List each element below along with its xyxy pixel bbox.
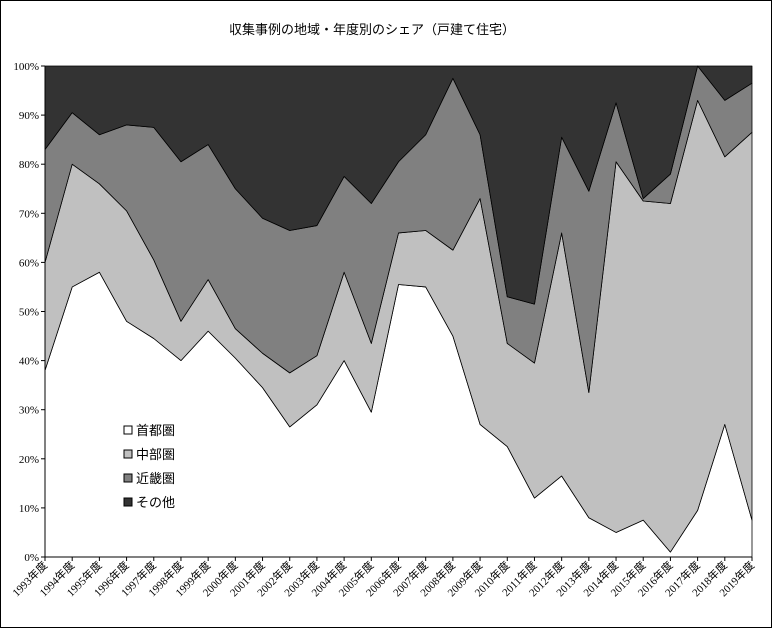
area-series-4 (44, 65, 753, 305)
series-areas (44, 65, 753, 558)
y-tick-label: 30% (19, 405, 39, 417)
legend-swatch (123, 449, 133, 459)
y-axis-ticks: 0% 10% 20% 30% 40% 50% 60% 70% 80% 90% 100% (13, 61, 45, 564)
y-tick-label: 60% (19, 257, 39, 269)
legend-swatch (123, 425, 133, 435)
y-tick-label: 0% (24, 552, 39, 564)
legend-label: 中部圏 (136, 448, 175, 463)
y-tick-label: 10% (19, 503, 39, 515)
legend-swatch (123, 497, 133, 507)
y-tick-label: 90% (19, 110, 39, 122)
y-tick-label: 50% (19, 307, 39, 319)
legend-swatch (123, 473, 133, 483)
chart-title: 収集事例の地域・年度別のシェア（戸建て住宅） (229, 22, 515, 38)
y-tick-label: 20% (19, 454, 39, 466)
x-axis-ticks: 1993年度1994年度1995年度1996年度1997年度1998年度1999… (9, 557, 757, 599)
legend-label: 首都圏 (136, 424, 175, 439)
y-tick-label: 80% (19, 159, 39, 171)
legend-label: 近畿圏 (136, 472, 175, 487)
y-tick-label: 100% (13, 61, 39, 73)
y-tick-label: 70% (19, 208, 39, 220)
y-tick-label: 40% (19, 356, 39, 368)
legend-label: その他 (136, 496, 175, 511)
